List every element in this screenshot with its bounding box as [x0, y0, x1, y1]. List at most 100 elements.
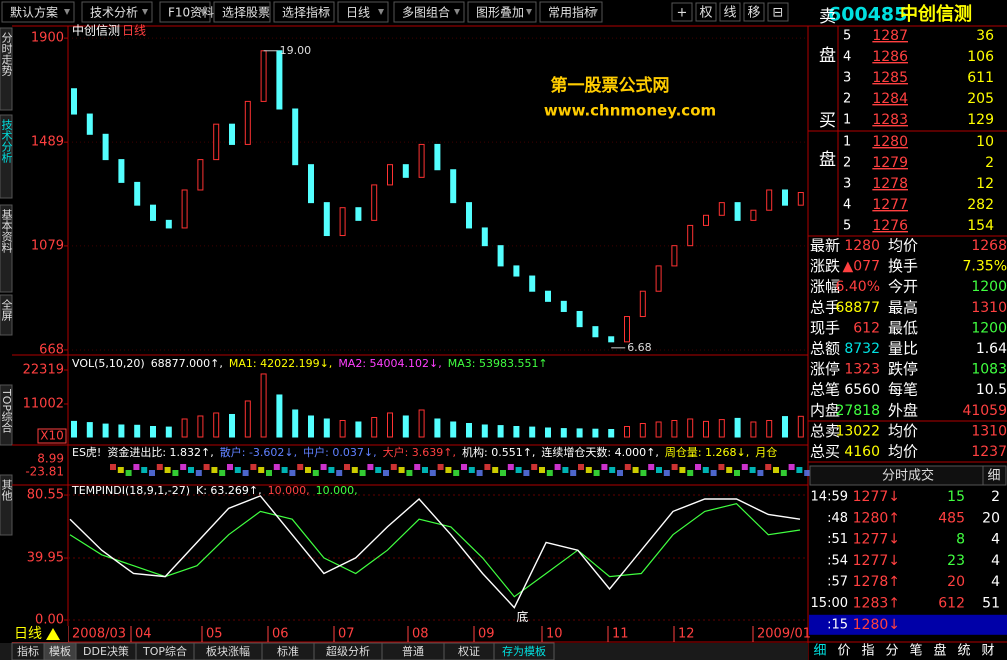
- book-level: 3: [843, 71, 851, 86]
- bottom-tab[interactable]: [493, 642, 555, 660]
- signal-strip: [156, 464, 163, 470]
- right-tab[interactable]: 财: [981, 644, 994, 659]
- volume-bar: [118, 424, 125, 438]
- watermark: www.chnmoney.com: [544, 102, 716, 120]
- trade-count: 51: [982, 596, 1000, 612]
- bottom-tab-label[interactable]: 普通: [402, 644, 424, 658]
- side-tab[interactable]: [0, 204, 13, 293]
- trade-time: 14:59: [811, 490, 848, 505]
- menu-item[interactable]: F10资料: [168, 6, 214, 20]
- menu-button[interactable]: [467, 1, 537, 23]
- signal-strip: [726, 467, 733, 473]
- menu-item[interactable]: 多图组合: [402, 5, 450, 20]
- x-tick-label: 05: [206, 627, 223, 642]
- bottom-tab-label[interactable]: 存为模板: [502, 644, 546, 658]
- menu-item[interactable]: 选择指标: [282, 5, 330, 20]
- side-tab-label[interactable]: 基本资料: [0, 209, 13, 254]
- right-tab[interactable]: 盘: [933, 643, 946, 659]
- menu-button[interactable]: [393, 1, 465, 23]
- y-tick-label: 1079: [31, 238, 64, 253]
- signal-strip: [422, 467, 428, 473]
- side-tab[interactable]: [0, 474, 13, 536]
- menu-button[interactable]: [213, 1, 271, 23]
- tempindi-header: 10.000,: [268, 484, 310, 497]
- book-level: 4: [843, 198, 851, 213]
- trades-title[interactable]: 分时成交: [882, 468, 934, 484]
- right-tab[interactable]: 价: [837, 644, 850, 659]
- menu-button[interactable]: [159, 1, 211, 23]
- right-tab[interactable]: 指: [861, 644, 874, 659]
- menu-button[interactable]: [337, 1, 389, 23]
- side-tab-label[interactable]: TOP综合: [0, 388, 13, 433]
- icon-button[interactable]: [719, 2, 741, 22]
- book-volume: 611: [967, 70, 994, 86]
- candle: [323, 202, 330, 237]
- side-tab[interactable]: [0, 114, 13, 199]
- menu-item[interactable]: 选择股票: [222, 6, 270, 20]
- menu-button[interactable]: [1, 1, 75, 23]
- right-tab[interactable]: 统: [957, 644, 970, 659]
- tempindi-header: K: 63.269↑,: [196, 484, 262, 497]
- menu-icon[interactable]: 移: [747, 6, 760, 21]
- signal-strip: [718, 464, 725, 470]
- right-tab[interactable]: 细: [813, 644, 826, 659]
- menu-icon[interactable]: ⊟: [773, 6, 784, 21]
- volume-bar: [655, 421, 662, 438]
- es-header: 中户: 0.037↓,: [303, 445, 376, 459]
- trade-volume: 8: [956, 532, 965, 548]
- side-tab-label[interactable]: 全屏: [0, 298, 13, 322]
- trades-detail[interactable]: 细: [987, 469, 1000, 484]
- right-tab[interactable]: 笔: [909, 643, 922, 659]
- volume-bar: [134, 424, 141, 438]
- quote-value: 1310: [971, 423, 1007, 439]
- period-arrow: [46, 628, 60, 640]
- menu-icon[interactable]: +: [677, 6, 688, 21]
- menu-icon[interactable]: 线: [723, 6, 736, 21]
- bottom-tab-label[interactable]: TOP综合: [142, 644, 187, 658]
- menu-button[interactable]: [273, 1, 335, 23]
- book-price: 1287: [872, 28, 908, 44]
- es-header: 散户: -3.602↓,: [220, 445, 297, 459]
- candle: [545, 290, 551, 302]
- bottom-tab-label[interactable]: 权证: [458, 645, 480, 658]
- icon-button[interactable]: [743, 2, 765, 22]
- bottom-tab-label[interactable]: 指标: [17, 644, 39, 658]
- book-price: 1280: [872, 134, 908, 150]
- icon-button[interactable]: [767, 2, 789, 22]
- volume-bar: [766, 419, 773, 438]
- icon-button[interactable]: [695, 2, 717, 22]
- menu-item[interactable]: 常用指标: [548, 5, 596, 20]
- side-tab-label[interactable]: 其他: [0, 479, 13, 501]
- book-level: 2: [843, 156, 851, 171]
- book-price: 1286: [872, 49, 908, 65]
- signal-strip: [648, 464, 655, 470]
- menu-item[interactable]: 技术分析: [90, 6, 138, 20]
- book-price: 1284: [872, 91, 908, 107]
- side-tab-label[interactable]: 技术分析: [0, 119, 13, 164]
- bottom-tab-label[interactable]: DDE决策: [83, 644, 129, 658]
- bottom-tab-label[interactable]: 超级分析: [326, 644, 370, 658]
- bottom-tab-label[interactable]: 标准: [277, 644, 299, 658]
- side-tab[interactable]: [0, 27, 13, 111]
- menu-icon[interactable]: 权: [699, 5, 712, 21]
- menu-item[interactable]: 日线: [346, 6, 370, 20]
- icon-button[interactable]: [671, 2, 693, 22]
- side-tab[interactable]: [0, 384, 13, 446]
- book-volume: 282: [967, 197, 994, 213]
- signal-strip: [344, 464, 350, 470]
- menu-button[interactable]: [539, 1, 603, 23]
- menu-item[interactable]: 默认方案: [10, 5, 58, 20]
- bottom-tab-label[interactable]: 板块涨幅: [206, 644, 250, 658]
- side-tab[interactable]: [0, 294, 13, 336]
- bottom-tab-label[interactable]: 模板: [49, 644, 71, 658]
- side-tab-label[interactable]: 分时走势: [0, 32, 13, 76]
- quote-label: 总额: [810, 340, 840, 358]
- menu-item[interactable]: 图形叠加: [476, 6, 524, 20]
- menu-button[interactable]: [81, 1, 153, 23]
- signal-strip: [383, 470, 389, 476]
- volume-bar: [703, 420, 709, 438]
- signal-strip: [765, 464, 772, 470]
- right-tab[interactable]: 分: [885, 644, 898, 659]
- trade-price: 1277↓: [853, 532, 900, 548]
- signal-strip: [289, 470, 296, 476]
